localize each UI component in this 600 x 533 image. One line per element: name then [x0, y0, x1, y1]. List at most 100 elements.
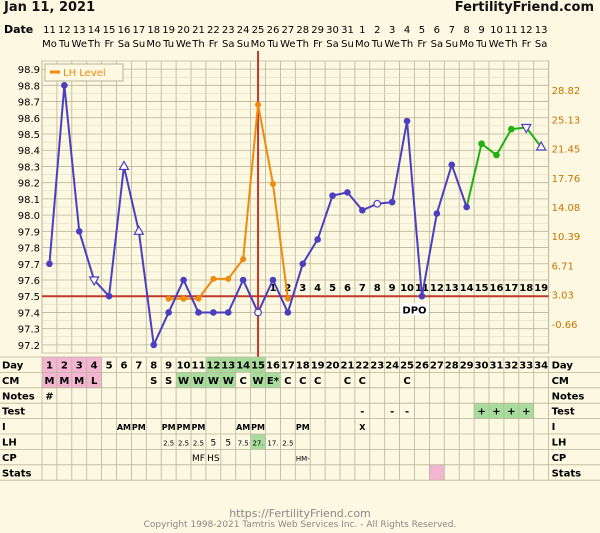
table-cell-highlight	[191, 372, 206, 388]
row-label-right: CP	[552, 453, 567, 464]
date-label: 29	[311, 25, 324, 36]
table-cell-text: 22	[355, 361, 369, 372]
temp-point	[359, 206, 366, 214]
weekday-label: Su	[445, 39, 458, 50]
table-cell-highlight	[86, 372, 102, 388]
weekday-label: Mo	[146, 39, 161, 50]
table-cell-text: 19	[311, 361, 325, 372]
lh-tick-label: 14.08	[552, 203, 581, 214]
dpo-bg	[476, 282, 487, 294]
date-label: 1	[359, 25, 365, 36]
dpo-number: 8	[374, 283, 381, 294]
date-label: 7	[449, 25, 455, 36]
temp-point	[433, 210, 441, 217]
table-cell-text: 31	[489, 361, 503, 372]
dpo-number: 6	[344, 283, 351, 294]
temp-point	[329, 192, 336, 199]
table-cell-highlight	[220, 372, 236, 388]
temp-tick-label: 98.4	[18, 146, 40, 157]
table-cell-highlight	[42, 372, 57, 388]
table-cell-highlight	[205, 372, 221, 388]
temp-point-triangle	[535, 140, 547, 151]
table-cell-text: 8	[150, 361, 157, 372]
chart-date: Jan 11, 2021	[4, 0, 96, 15]
temp-point-triangle	[88, 276, 100, 287]
row-label-left: Test	[2, 407, 25, 418]
date-label: 27	[281, 25, 294, 36]
temp-point	[61, 82, 68, 89]
temp-point	[448, 161, 456, 169]
row-label-left: LH	[2, 438, 17, 449]
date-label: 17	[132, 25, 145, 36]
date-label: 3	[389, 25, 395, 36]
date-label: 21	[192, 25, 205, 36]
row-label-right: Notes	[552, 391, 585, 402]
weekday-label: Fr	[313, 39, 323, 50]
dpo-number: 18	[519, 283, 533, 294]
table-cell-highlight	[489, 403, 504, 419]
table-cell-text: 23	[370, 361, 384, 372]
weekday-label: Th	[400, 39, 413, 50]
lh-tick-label: 21.45	[552, 145, 581, 156]
table-cell-highlight	[71, 372, 87, 388]
table-cell-text: M	[74, 376, 84, 387]
temp-point	[403, 117, 411, 125]
table-cell-text: 26	[415, 361, 429, 372]
date-label: 22	[207, 25, 220, 36]
table-cell-text: 7.5	[238, 440, 249, 448]
date-label: 13	[535, 25, 548, 36]
table-cell-text: 27.	[252, 440, 263, 448]
temp-point	[165, 309, 172, 316]
table-cell-text: PM	[177, 423, 191, 432]
dpo-number: 5	[329, 283, 336, 294]
date-label: 12	[58, 25, 71, 36]
lh-tick-label: 6.71	[552, 261, 574, 272]
dpo-bg	[506, 282, 517, 294]
lh-tick-label: 25.13	[552, 115, 581, 126]
weekday-label: Sa	[326, 39, 338, 50]
temp-point	[224, 309, 232, 316]
table-cell-text: 2	[61, 361, 68, 372]
lh-point	[225, 275, 232, 282]
table-cell-text: L	[91, 376, 98, 387]
table-cell-text: 33	[519, 361, 533, 372]
dpo-number: 16	[489, 283, 503, 294]
row-label-left: CM	[2, 376, 19, 387]
table-cell-highlight	[56, 372, 72, 388]
row-label-right: Stats	[552, 468, 582, 479]
bbt-chart: Date 11Mo12Tu13We14Th15Fr16Sa17Su18Mo19Tu…	[0, 23, 600, 481]
lh-tick-label: 17.76	[552, 174, 581, 185]
table-cell-text: PM	[296, 423, 310, 432]
table-cell-text: C	[344, 376, 351, 387]
weekday-label: Mo	[459, 39, 474, 50]
temp-tick-label: 98.3	[18, 162, 40, 173]
table-cell-highlight	[71, 357, 87, 373]
weekday-label: Th	[191, 39, 204, 50]
footer-url[interactable]: https://FertilityFriend.com	[229, 507, 371, 520]
temp-tick-label: 98.2	[18, 179, 40, 190]
lh-point	[180, 295, 187, 302]
table-cell-highlight	[265, 372, 281, 388]
table-cell-highlight	[250, 357, 266, 373]
temp-point	[150, 341, 158, 349]
table-cell-text: 20	[326, 361, 340, 372]
table-cell-text: 13	[221, 361, 235, 372]
weekday-label: Fr	[104, 39, 114, 50]
table-cell-text: PM	[192, 423, 206, 432]
table-cell-highlight	[235, 357, 251, 373]
dpo-number: 19	[534, 283, 548, 294]
lh-point	[284, 295, 291, 302]
table-cell-text: W	[193, 376, 204, 387]
dpo-bg	[536, 282, 547, 294]
table-cell-text: E*	[267, 376, 280, 387]
date-row-label: Date	[4, 23, 33, 36]
dpo-bg	[491, 282, 502, 294]
temp-point	[508, 125, 515, 133]
weekday-label: Tu	[266, 39, 278, 50]
table-cell-text: PM	[132, 423, 146, 432]
table-cell-text: 5	[106, 361, 113, 372]
temp-point	[105, 292, 113, 300]
row-label-right: Test	[552, 407, 575, 418]
site-name[interactable]: FertilityFriend.com	[454, 0, 594, 15]
dpo-number: 13	[445, 283, 459, 294]
